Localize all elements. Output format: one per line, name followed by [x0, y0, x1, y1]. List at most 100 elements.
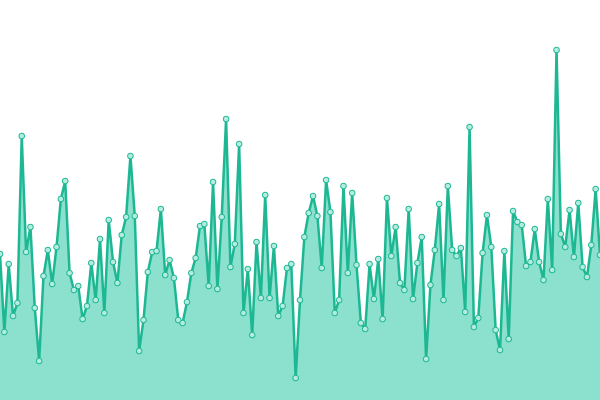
point — [592, 185, 599, 193]
point — [596, 251, 600, 259]
point — [388, 252, 395, 260]
point — [305, 209, 312, 217]
point — [48, 280, 56, 288]
point — [209, 178, 217, 186]
point — [105, 216, 112, 224]
point — [335, 296, 343, 304]
point — [118, 231, 126, 239]
point — [31, 304, 39, 312]
point — [427, 281, 434, 289]
point — [344, 269, 352, 277]
point — [374, 255, 382, 263]
point — [514, 218, 521, 226]
point — [9, 312, 17, 320]
point — [435, 200, 443, 208]
point — [409, 295, 417, 303]
point — [501, 247, 508, 255]
point — [474, 314, 482, 322]
point — [561, 243, 569, 251]
point — [5, 260, 12, 268]
point — [74, 282, 82, 290]
point — [453, 252, 460, 260]
point — [318, 264, 326, 272]
point — [579, 263, 586, 271]
point — [392, 223, 399, 231]
point — [461, 308, 469, 316]
point — [301, 233, 308, 241]
point — [509, 207, 517, 215]
point — [66, 269, 73, 277]
point — [470, 323, 478, 331]
point — [418, 233, 426, 241]
point — [157, 205, 165, 213]
point — [222, 115, 230, 123]
point — [257, 294, 265, 302]
point — [279, 302, 286, 310]
point — [214, 285, 221, 293]
point — [174, 316, 182, 324]
point — [35, 357, 43, 365]
point — [40, 272, 47, 280]
point — [570, 253, 578, 261]
point — [170, 274, 178, 282]
point — [540, 276, 547, 284]
point — [401, 286, 408, 294]
point — [518, 221, 526, 229]
point — [18, 132, 26, 140]
point — [53, 243, 60, 251]
point — [283, 264, 291, 272]
point — [240, 309, 247, 317]
point — [414, 259, 421, 267]
point — [505, 335, 512, 343]
point — [218, 213, 226, 221]
point — [588, 241, 595, 249]
point — [583, 273, 591, 281]
point — [314, 212, 321, 220]
point — [322, 176, 330, 184]
point — [183, 298, 191, 306]
point — [296, 296, 304, 304]
point — [492, 326, 499, 334]
point — [488, 243, 495, 251]
point — [201, 220, 208, 228]
point — [531, 225, 539, 233]
point — [131, 212, 139, 220]
point — [244, 265, 252, 273]
point — [348, 189, 356, 197]
point — [292, 374, 299, 382]
point — [379, 315, 386, 323]
point — [231, 240, 239, 248]
point — [101, 309, 108, 317]
point — [122, 213, 130, 221]
point — [383, 194, 391, 202]
point — [188, 269, 195, 277]
point — [466, 123, 473, 131]
point — [422, 355, 430, 363]
point — [192, 254, 199, 262]
point — [153, 247, 160, 255]
point — [457, 244, 465, 252]
point — [135, 347, 143, 355]
point — [144, 268, 152, 276]
point — [522, 262, 530, 270]
point — [22, 248, 30, 256]
point — [353, 261, 360, 269]
point — [370, 295, 378, 303]
point — [88, 259, 95, 267]
point — [527, 258, 534, 266]
point — [327, 208, 334, 216]
point — [140, 316, 147, 324]
point — [14, 299, 21, 307]
point — [248, 331, 256, 339]
point — [544, 195, 552, 203]
point — [405, 205, 412, 213]
point — [1, 328, 8, 336]
point — [366, 260, 373, 268]
point — [83, 302, 91, 310]
point — [227, 263, 234, 271]
point — [396, 279, 404, 287]
point — [535, 258, 543, 266]
point — [361, 325, 369, 333]
point — [61, 177, 69, 185]
